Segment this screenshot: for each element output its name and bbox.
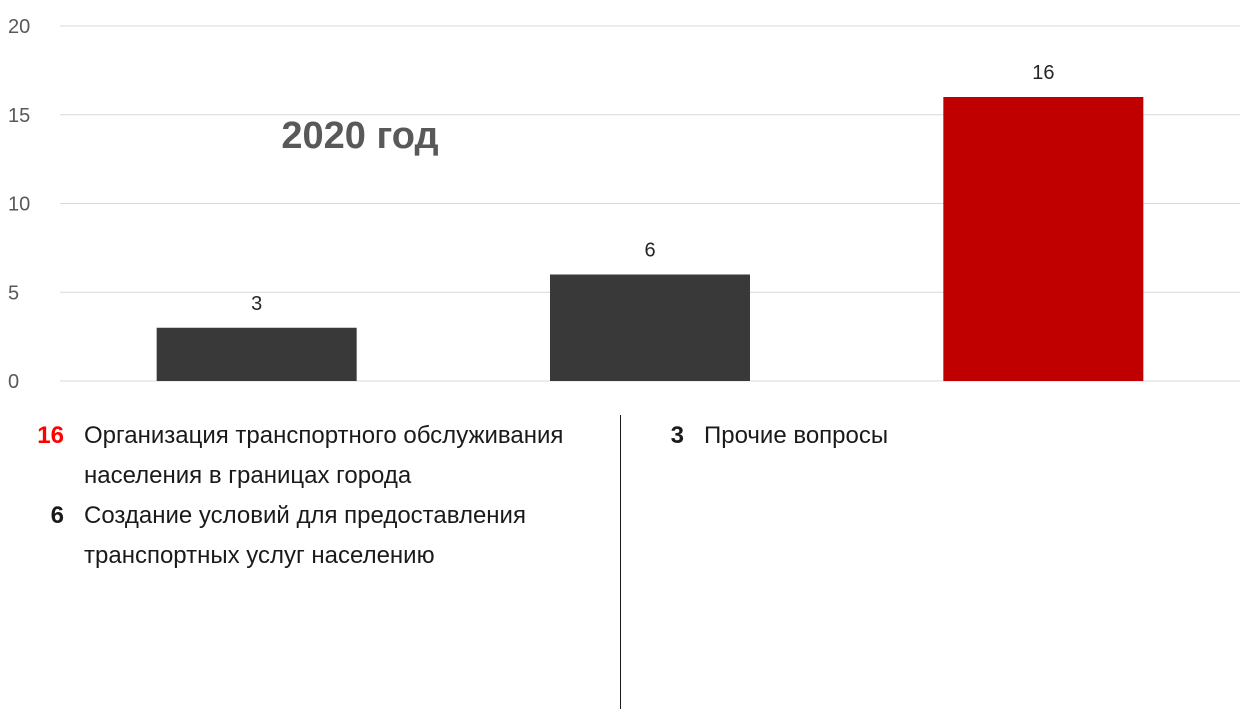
data-label: 6 (644, 240, 655, 262)
chart-title: 2020 год (281, 115, 438, 157)
legend-item: 6 Создание условий для предоставления тр… (20, 496, 610, 576)
y-tick-label: 5 (8, 282, 19, 304)
y-tick-label: 10 (8, 194, 30, 216)
data-label: 16 (1032, 62, 1054, 84)
bars (156, 97, 1144, 381)
legend-label: Организация транспортного обслуживания н… (84, 422, 564, 489)
legend-left: 16 Организация транспортного обслуживани… (20, 416, 610, 576)
data-label: 3 (251, 293, 262, 315)
legend-value: 3 (670, 422, 684, 449)
bar (156, 327, 357, 381)
legend-item: 3 Прочие вопросы (640, 416, 1200, 456)
bar-chart: 0 5 10 15 20 3 6 16 2020 год (8, 16, 1240, 393)
legend-value: 6 (50, 502, 64, 529)
y-tick-label: 0 (8, 371, 19, 393)
legend-label: Прочие вопросы (704, 422, 889, 449)
y-tick-label: 20 (8, 16, 30, 38)
legend-right: 3 Прочие вопросы (640, 416, 1200, 456)
bar (550, 274, 750, 381)
y-tick-label: 15 (8, 105, 30, 127)
y-axis-ticks: 0 5 10 15 20 (8, 16, 30, 393)
legend-label: Создание условий для предоставления тран… (84, 502, 526, 569)
bar (943, 97, 1144, 381)
legend-divider (620, 415, 621, 709)
data-labels: 3 6 16 (251, 62, 1054, 315)
legend-value: 16 (37, 422, 64, 449)
legend-item: 16 Организация транспортного обслуживани… (20, 416, 610, 496)
